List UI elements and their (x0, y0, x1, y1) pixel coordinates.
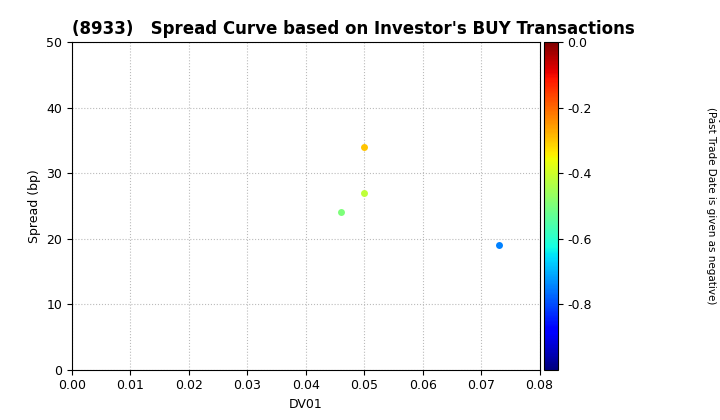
Y-axis label: Time in years between 5/16/2025 and Trade Date
(Past Trade Date is given as nega: Time in years between 5/16/2025 and Trad… (706, 77, 720, 335)
Y-axis label: Spread (bp): Spread (bp) (28, 169, 41, 243)
Point (335, 209, 346, 216)
Point (359, 189, 370, 196)
Point (493, 242, 505, 249)
Text: (8933)   Spread Curve based on Investor's BUY Transactions: (8933) Spread Curve based on Investor's … (72, 20, 635, 38)
X-axis label: DV01: DV01 (289, 398, 323, 411)
Point (359, 144, 370, 150)
